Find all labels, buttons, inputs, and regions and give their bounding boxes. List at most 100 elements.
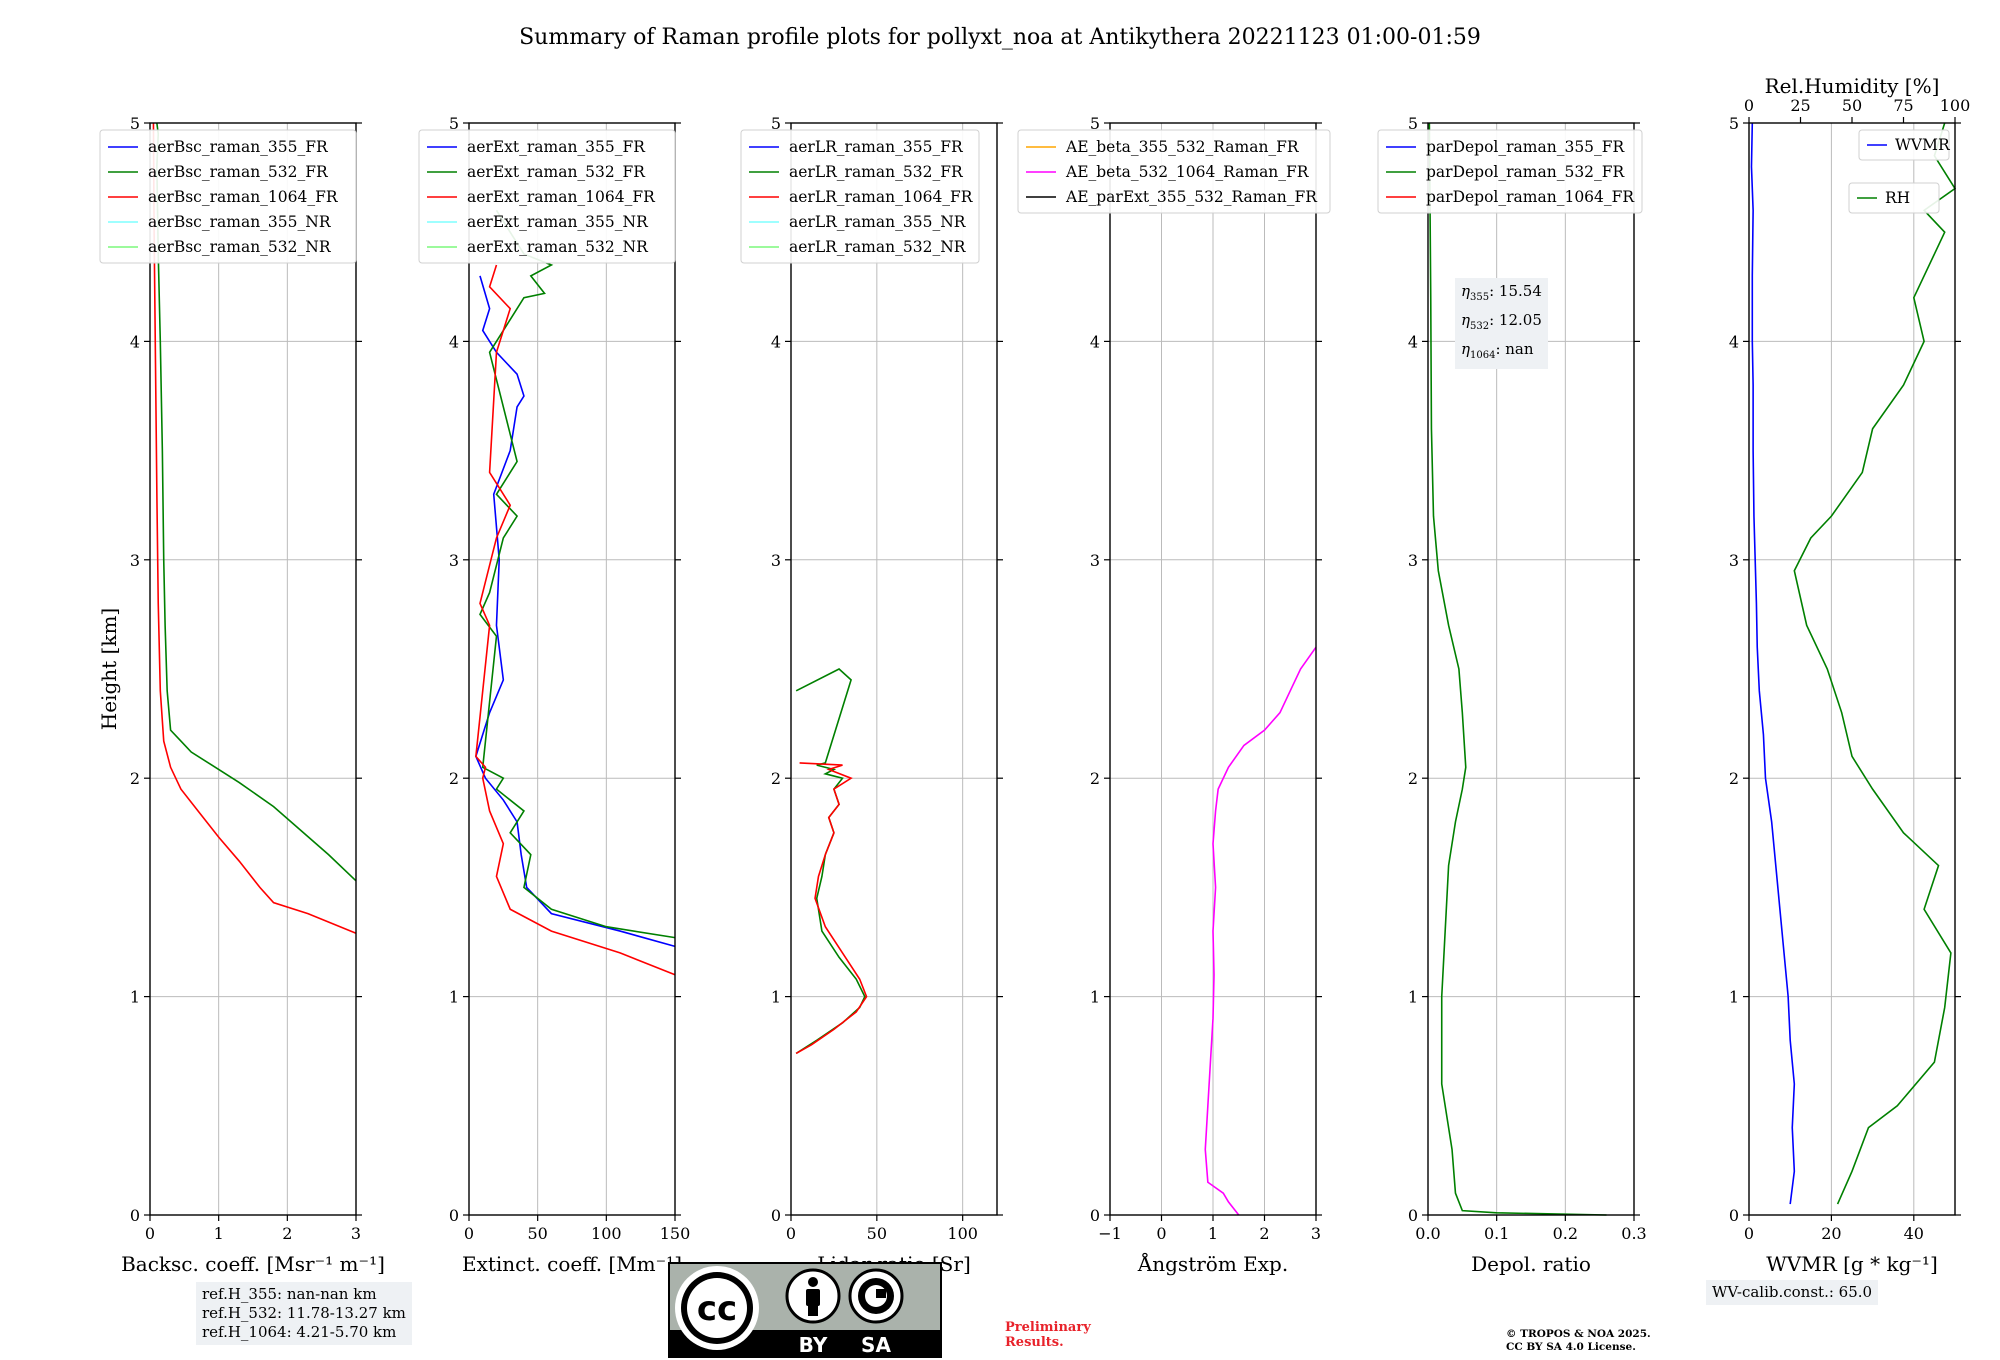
x-tick-label: 0 — [145, 1224, 155, 1243]
y-tick-label: 3 — [449, 551, 459, 570]
y-tick-label: 4 — [1090, 332, 1100, 351]
series-line-parDepol_raman_532_FR — [1428, 122, 1607, 1216]
legend-label: AE_beta_355_532_Raman_FR — [1065, 138, 1300, 156]
y-tick-label: 1 — [449, 988, 459, 1007]
wv-calib-box: WV-calib.const.: 65.0 — [1706, 1280, 1879, 1305]
cc-by-sa-icon: cc BY SA — [668, 1262, 942, 1358]
x-tick-label: 0.1 — [1484, 1224, 1509, 1243]
panels: 0 1 2 3 0 1 2 3 4 5 Backsc. coeff. [Msr⁻¹ m⁻¹] Heig… — [97, 74, 1970, 1276]
eta-box: η355: 15.54 η532: 12.05 η1064: nan — [1455, 278, 1548, 369]
legend-label: aerLR_raman_1064_FR — [789, 188, 974, 206]
series-line-aerLR_raman_1064_FR — [795, 762, 868, 1055]
axes-frame — [1748, 122, 1956, 1216]
legend-label: aerLR_raman_355_NR — [789, 213, 967, 231]
eta-symbol: η — [1461, 311, 1470, 329]
series-line-aerExt_raman_355_FR — [475, 275, 676, 948]
legend-label: WVMR — [1895, 136, 1951, 154]
copyright-line-1: © TROPOS & NOA 2025. — [1506, 1328, 1651, 1340]
legend-label: AE_parExt_355_532_Raman_FR — [1065, 188, 1318, 206]
x-tick-label: 2 — [282, 1224, 292, 1243]
y-tick-label: 0 — [771, 1206, 781, 1225]
legend-label: parDepol_raman_355_FR — [1426, 138, 1626, 156]
legend-label: parDepol_raman_532_FR — [1426, 163, 1626, 181]
ref-height-box: ref.H_355: nan-nan km ref.H_532: 11.78-1… — [196, 1282, 412, 1345]
y-tick-label: 5 — [1090, 114, 1100, 133]
top-x-tick-label: 75 — [1893, 96, 1913, 115]
x-tick-label: 0 — [1744, 1224, 1754, 1243]
y-tick-label: 1 — [1090, 988, 1100, 1007]
copyright-note: © TROPOS & NOA 2025. CC BY SA 4.0 Licens… — [1506, 1328, 1651, 1354]
axes-frame — [790, 122, 998, 1216]
top-x-tick-label: 0 — [1744, 96, 1754, 115]
legend-label: parDepol_raman_1064_FR — [1426, 188, 1635, 206]
preliminary-note: Preliminary Results. — [1005, 1320, 1091, 1350]
eta-532-value: : 12.05 — [1489, 311, 1542, 329]
eta-symbol: η — [1461, 340, 1470, 358]
y-tick-label: 1 — [130, 988, 140, 1007]
legend-label: aerExt_raman_1064_FR — [467, 188, 656, 206]
legend-label: aerBsc_raman_1064_FR — [148, 188, 339, 206]
x-tick-label: −1 — [1098, 1224, 1122, 1243]
y-tick-label: 1 — [1729, 988, 1739, 1007]
eta-1064-value: : nan — [1495, 340, 1534, 358]
legend-label: aerBsc_raman_532_FR — [148, 163, 329, 181]
series-line-aerExt_raman_1064_FR — [475, 264, 676, 976]
y-tick-label: 2 — [1729, 769, 1739, 788]
legend-label: aerExt_raman_532_FR — [467, 163, 646, 181]
legend-label: aerBsc_raman_355_NR — [148, 213, 332, 231]
legend-box — [740, 129, 980, 264]
x-tick-label: 50 — [527, 1224, 547, 1243]
x-axis-label: WVMR [g * kg⁻¹] — [1766, 1252, 1938, 1276]
legend-label: aerLR_raman_355_FR — [789, 138, 964, 156]
top-axis-label: Rel.Humidity [%] — [1765, 74, 1940, 98]
axes-frame — [468, 122, 676, 1216]
y-tick-label: 3 — [1729, 551, 1739, 570]
y-tick-label: 0 — [1408, 1206, 1418, 1225]
y-tick-label: 4 — [449, 332, 459, 351]
badge-by: BY — [799, 1333, 828, 1357]
y-tick-label: 3 — [1090, 551, 1100, 570]
y-tick-label: 5 — [449, 114, 459, 133]
chart-panel-2: 0 50 100 150 0 1 2 3 4 5 Extinct. coeff. [Mm⁻¹] aer… — [418, 114, 690, 1276]
x-tick-label: 0.0 — [1415, 1224, 1440, 1243]
series-line-aerExt_raman_532_FR — [479, 209, 676, 939]
legend-box — [1858, 129, 1950, 161]
y-tick-label: 3 — [771, 551, 781, 570]
series-line-AE_beta_532_1064_Raman_FR — [1204, 646, 1317, 1216]
y-tick-label: 1 — [771, 988, 781, 1007]
legend-label: RH — [1885, 189, 1910, 207]
legend-label: AE_beta_532_1064_Raman_FR — [1065, 163, 1310, 181]
y-tick-label: 4 — [1408, 332, 1418, 351]
series-line-aerLR_raman_532_FR — [795, 668, 866, 1055]
eta-532-sub: 532 — [1470, 321, 1490, 332]
y-tick-label: 2 — [1090, 769, 1100, 788]
legend-label: aerLR_raman_532_NR — [789, 238, 967, 256]
badge-sa: SA — [861, 1333, 891, 1357]
series-line-RH — [1793, 122, 1957, 1205]
preliminary-line-2: Results. — [1005, 1335, 1064, 1350]
copyright-line-2: CC BY SA 4.0 License. — [1506, 1341, 1636, 1353]
ref-height-355: ref.H_355: nan-nan km — [202, 1285, 377, 1303]
legend-box — [99, 129, 357, 264]
y-tick-label: 4 — [130, 332, 140, 351]
x-axis-label: Backsc. coeff. [Msr⁻¹ m⁻¹] — [121, 1252, 385, 1276]
chart-panel-6: 0 20 40 0 1 2 3 4 5 WVMR [g * kg⁻¹] 0 25 50 75 100Rel.… — [1729, 74, 1970, 1276]
x-tick-label: 100 — [591, 1224, 622, 1243]
x-tick-label: 50 — [867, 1224, 887, 1243]
x-tick-label: 3 — [1311, 1224, 1321, 1243]
svg-text:cc: cc — [697, 1289, 737, 1329]
eta-symbol: η — [1461, 282, 1470, 300]
eta-355-value: : 15.54 — [1489, 282, 1542, 300]
x-tick-label: 100 — [947, 1224, 978, 1243]
y-tick-label: 0 — [449, 1206, 459, 1225]
eta-1064-sub: 1064 — [1470, 350, 1496, 361]
ref-height-1064: ref.H_1064: 4.21-5.70 km — [202, 1323, 397, 1341]
x-tick-label: 3 — [351, 1224, 361, 1243]
x-tick-label: 20 — [1821, 1224, 1841, 1243]
wv-calib-text: WV-calib.const.: 65.0 — [1712, 1283, 1873, 1301]
y-tick-label: 2 — [130, 769, 140, 788]
eta-355-sub: 355 — [1470, 292, 1490, 303]
legend-box — [418, 129, 676, 264]
